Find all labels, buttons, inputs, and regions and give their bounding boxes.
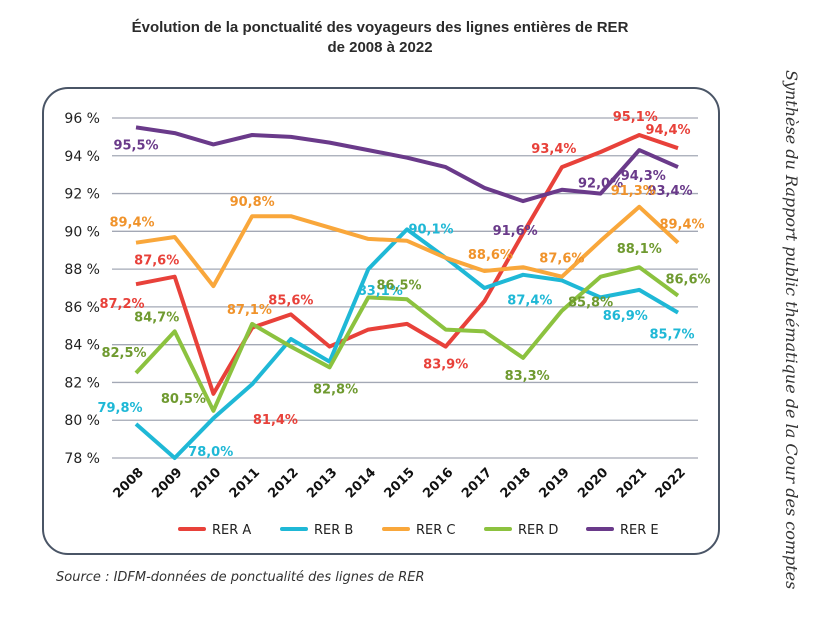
y-tick-label: 82 % — [64, 375, 100, 391]
data-label: 85,6% — [268, 293, 313, 308]
data-label: 82,5% — [101, 346, 146, 361]
chart-frame — [42, 87, 720, 555]
legend-item-rer-c: RER C — [382, 523, 456, 538]
data-label: 90,1% — [408, 222, 453, 237]
y-axis-ticks: 96 % 94 % 92 % 90 % 88 % 86 % 84 % 82 % 80 % 78 % — [64, 111, 100, 467]
data-label: 93,4% — [531, 142, 576, 157]
data-label: 95,5% — [113, 138, 158, 153]
data-label: 94,3% — [621, 169, 666, 184]
data-label: 91,6% — [493, 224, 538, 239]
x-tick-label: 2012 — [265, 465, 301, 501]
data-label: 94,4% — [645, 123, 690, 138]
series-line-rer-d — [134, 265, 680, 413]
legend-item-rer-d: RER D — [484, 523, 558, 538]
y-tick-label: 80 % — [64, 413, 100, 429]
data-label: 87,1% — [227, 303, 272, 318]
data-label: 90,8% — [230, 195, 275, 210]
y-tick-label: 86 % — [64, 300, 100, 316]
x-tick-label: 2013 — [304, 465, 340, 501]
x-tick-label: 2017 — [459, 465, 495, 501]
y-tick-label: 94 % — [64, 149, 100, 165]
legend-label: RER E — [620, 523, 659, 538]
data-label: 82,8% — [313, 382, 358, 397]
x-tick-label: 2018 — [498, 465, 534, 501]
data-label: 87,6% — [539, 252, 584, 267]
chart-title-line-1: Évolution de la ponctualité des voyageur… — [131, 19, 629, 36]
x-tick-label: 2020 — [575, 465, 611, 501]
y-tick-label: 84 % — [64, 338, 100, 354]
data-label: 87,2% — [99, 297, 144, 312]
x-tick-label: 2009 — [149, 465, 185, 501]
x-tick-label: 2021 — [614, 465, 650, 501]
data-label: 86,9% — [603, 309, 648, 324]
data-label: 91,3% — [611, 184, 656, 199]
series-lines — [134, 125, 680, 460]
chart-title-line-2: de 2008 à 2022 — [327, 39, 433, 56]
data-label: 84,7% — [134, 310, 179, 325]
data-label: 85,7% — [649, 328, 694, 343]
x-tick-label: 2019 — [536, 465, 572, 501]
data-label: 79,8% — [97, 401, 142, 416]
data-label: 93,4% — [647, 184, 692, 199]
data-label: 95,1% — [613, 110, 658, 125]
legend-label: RER B — [314, 523, 353, 538]
legend-label: RER A — [212, 523, 251, 538]
y-tick-label: 96 % — [64, 111, 100, 127]
data-label: 88,1% — [617, 242, 662, 257]
data-label: 87,4% — [507, 293, 552, 308]
x-axis-ticks: 2008 2009 2010 2011 2012 2013 2014 2015 2016 2017… — [111, 465, 689, 501]
legend-item-rer-b: RER B — [280, 523, 353, 538]
x-tick-label: 2011 — [227, 465, 263, 501]
data-label: 89,4% — [109, 216, 154, 231]
data-label: 83,9% — [423, 358, 468, 373]
x-tick-label: 2008 — [111, 465, 147, 501]
data-label: 83,3% — [505, 369, 550, 384]
legend-label: RER D — [518, 523, 558, 538]
data-label: 78,0% — [188, 445, 233, 460]
source-note: Source : IDFM-données de ponctualité des… — [56, 570, 425, 585]
series-line-rer-a — [135, 133, 679, 396]
x-tick-label: 2014 — [343, 465, 379, 501]
y-tick-label: 90 % — [64, 224, 100, 240]
data-label: 86,6% — [665, 273, 710, 288]
chart-title: Évolution de la ponctualité des voyageur… — [0, 18, 760, 58]
legend-label: RER C — [416, 523, 456, 538]
data-labels: 95,5%91,6%92,0%94,3%93,4%89,4%90,8%87,1%… — [97, 110, 710, 460]
data-label: 86,5% — [376, 278, 421, 293]
series-line-rer-b — [134, 227, 680, 460]
y-tick-label: 92 % — [64, 187, 100, 203]
x-tick-label: 2022 — [653, 465, 689, 501]
data-label: 81,4% — [253, 413, 298, 428]
data-label: 85,8% — [568, 296, 613, 311]
data-label: 80,5% — [161, 392, 206, 407]
data-label: 87,6% — [134, 254, 179, 269]
y-tick-label: 78 % — [64, 451, 100, 467]
legend: RER A RER B RER C RER D RER E — [178, 523, 659, 538]
data-label: 89,4% — [659, 218, 704, 233]
side-caption: Synthèse du Rapport public thématique de… — [782, 70, 801, 590]
legend-item-rer-e: RER E — [586, 523, 659, 538]
x-tick-label: 2015 — [382, 465, 418, 501]
data-label: 88,6% — [468, 248, 513, 263]
series-line-rer-e — [135, 125, 679, 204]
data-label: 83,1% — [358, 284, 403, 299]
x-tick-label: 2016 — [420, 465, 456, 501]
series-line-rer-c — [135, 204, 680, 289]
x-tick-label: 2010 — [188, 465, 224, 501]
legend-item-rer-a: RER A — [178, 523, 251, 538]
y-tick-label: 88 % — [64, 262, 100, 278]
data-label: 92,0% — [578, 177, 623, 192]
